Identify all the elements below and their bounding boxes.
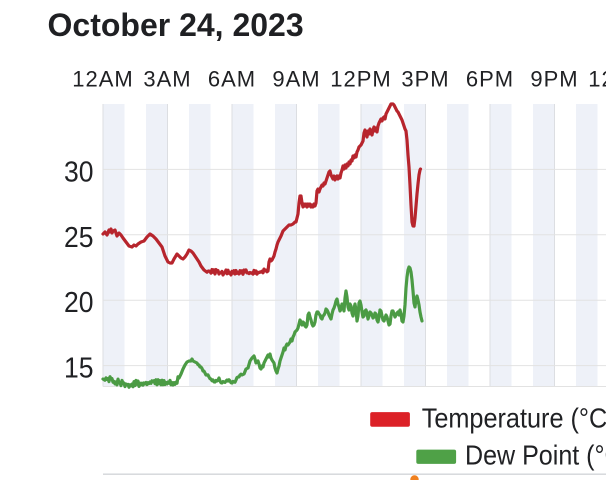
svg-text:12PM: 12PM xyxy=(330,67,391,92)
svg-text:3PM: 3PM xyxy=(401,67,449,92)
svg-text:12AM: 12AM xyxy=(588,67,606,92)
svg-text:9PM: 9PM xyxy=(530,67,578,92)
svg-text:Dew Point (°C): Dew Point (°C) xyxy=(465,440,606,471)
svg-text:9AM: 9AM xyxy=(272,67,320,92)
svg-text:October 24, 2023: October 24, 2023 xyxy=(48,7,304,43)
svg-text:30: 30 xyxy=(64,156,94,188)
svg-text:25: 25 xyxy=(64,222,94,254)
svg-text:12AM: 12AM xyxy=(72,67,133,92)
svg-text:6AM: 6AM xyxy=(208,67,256,92)
svg-text:20: 20 xyxy=(64,287,94,319)
svg-text:Temperature (°C): Temperature (°C) xyxy=(422,403,606,434)
svg-text:15: 15 xyxy=(64,353,94,385)
svg-text:3AM: 3AM xyxy=(143,67,191,92)
svg-text:6PM: 6PM xyxy=(466,67,514,92)
